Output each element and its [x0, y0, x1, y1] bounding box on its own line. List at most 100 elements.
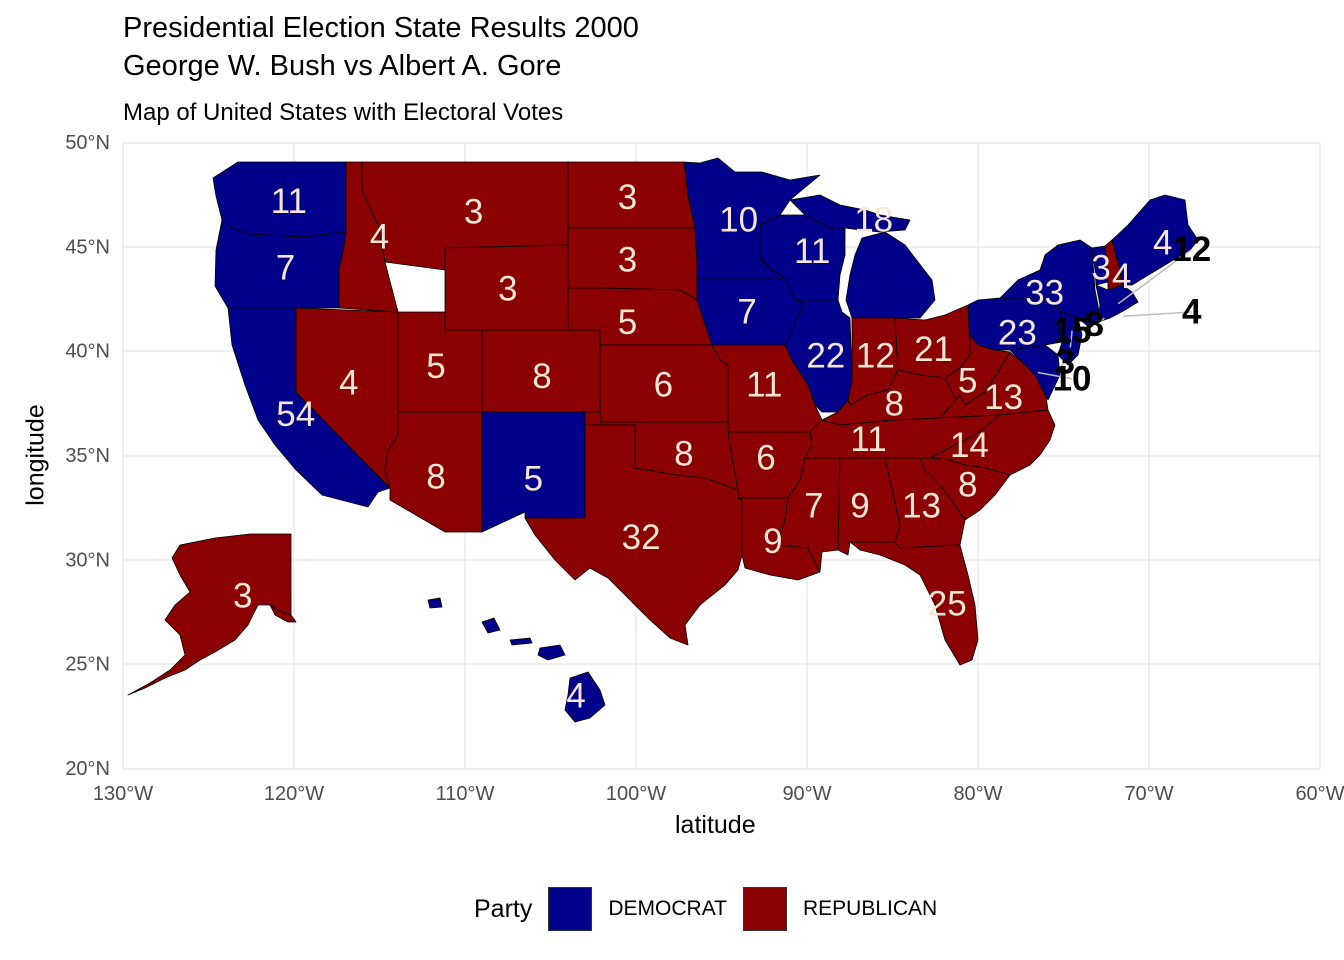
state-michigan-upper	[789, 194, 911, 233]
y-tick-label: 30°N	[65, 549, 110, 571]
callout-vote-label: 4	[1182, 293, 1202, 332]
vote-label: 13	[902, 487, 941, 526]
vote-label: 12	[856, 336, 895, 375]
callout-line	[1054, 361, 1066, 374]
callout-vote-label: 3	[1055, 343, 1074, 382]
states-layer	[127, 157, 1199, 723]
vote-label: 3	[233, 576, 252, 615]
y-axis-title: longitude	[21, 404, 50, 506]
vote-label: 8	[532, 357, 551, 396]
callout-line	[1093, 317, 1105, 326]
vote-label: 6	[654, 366, 673, 405]
vote-label: 8	[674, 434, 693, 473]
x-tick-label: 110°W	[436, 783, 495, 805]
y-tick-label: 35°N	[65, 445, 110, 467]
vote-label: 5	[618, 303, 637, 342]
state-alaska	[127, 533, 292, 696]
callout-line	[1123, 311, 1192, 317]
vote-label: 33	[1025, 274, 1064, 313]
vote-label: 25	[928, 585, 967, 624]
x-tick-label: 130°W	[93, 783, 153, 805]
callout-vote-label: 8	[1085, 305, 1104, 344]
x-tick-label: 90°W	[782, 783, 831, 805]
vote-label: 8	[958, 466, 977, 505]
y-tick-label: 25°N	[65, 654, 110, 676]
chart-title: Presidential Election State Results 2000	[123, 12, 639, 44]
x-tick-label: 60°W	[1295, 783, 1344, 805]
vote-label: 11	[850, 420, 886, 459]
x-tick-label: 70°W	[1124, 783, 1173, 805]
y-tick-label: 45°N	[65, 236, 110, 258]
vote-label: 3	[618, 240, 637, 279]
legend-title: Party	[474, 894, 533, 923]
vote-label: 7	[276, 249, 295, 288]
y-tick-label: 20°N	[65, 758, 110, 780]
vote-label: 11	[794, 232, 830, 271]
chart-title-line2: George W. Bush vs Albert A. Gore	[123, 50, 562, 82]
vote-label: 14	[950, 426, 989, 465]
callout-line	[1069, 330, 1073, 348]
legend-key-democrat	[548, 887, 593, 931]
vote-label: 54	[276, 395, 315, 434]
state-georgia	[884, 457, 966, 549]
state-illinois	[784, 299, 853, 413]
vote-label: 6	[756, 439, 775, 478]
x-tick-label: 120°W	[264, 783, 324, 805]
state-hawaii-kauai	[427, 597, 443, 609]
vote-label: 11	[746, 366, 782, 405]
vote-label: 5	[524, 459, 543, 498]
state-new-jersey	[1057, 311, 1083, 366]
vote-label: 8	[426, 457, 445, 496]
vote-label: 4	[370, 217, 389, 256]
vote-label: 9	[763, 522, 782, 561]
state-michigan-lower	[845, 231, 936, 319]
vote-label: 10	[719, 201, 758, 240]
legend-label-republican: REPUBLICAN	[802, 897, 938, 920]
state-hawaii-big-island	[564, 671, 606, 723]
callout-vote-label: 12	[1172, 230, 1211, 269]
callout-vote-label: 15	[1053, 311, 1092, 350]
legend-label-democrat: DEMOCRAT	[608, 897, 727, 920]
y-tick-label: 50°N	[65, 132, 110, 154]
vote-label: 8	[884, 384, 903, 423]
vote-label: 3	[498, 270, 517, 309]
x-tick-label: 80°W	[953, 783, 1002, 805]
state-hawaii-maui	[537, 644, 566, 661]
x-axis-title: latitude	[675, 811, 756, 839]
state-alaska-panhandle	[269, 604, 297, 623]
state-florida	[849, 541, 979, 666]
vote-label: 4	[1112, 257, 1131, 296]
x-tick-label: 100°W	[606, 783, 666, 805]
vote-label: 4	[1153, 224, 1172, 263]
vote-label: 22	[806, 336, 845, 375]
y-tick-label: 40°N	[65, 341, 110, 363]
callout-line	[1117, 248, 1193, 305]
vote-label: 9	[850, 487, 869, 526]
vote-label: 3	[618, 178, 637, 217]
vote-label: 23	[998, 313, 1037, 352]
legend: Party DEMOCRAT REPUBLICAN	[474, 886, 953, 932]
axis-tick-labels: 130°W 120°W 110°W 100°W 90°W 80°W 70°W 60°W 20°N…	[65, 132, 1344, 805]
vote-label: 13	[984, 378, 1023, 417]
vote-label: 32	[622, 518, 661, 557]
callout-vote-label: 10	[1053, 359, 1092, 398]
vote-label: 3	[1091, 249, 1110, 288]
state-maine	[1111, 194, 1199, 286]
vote-label: 4	[566, 676, 585, 715]
vote-label: 11	[271, 182, 307, 221]
callout-leader-lines	[1037, 248, 1193, 380]
vote-label: 4	[339, 363, 358, 402]
vote-label: 18	[854, 201, 893, 240]
state-hawaii-oahu	[481, 617, 501, 634]
callout-line	[1037, 371, 1073, 380]
state-hawaii-molokai	[509, 637, 533, 646]
vote-label: 5	[958, 361, 977, 400]
state-maryland-delaware	[1009, 344, 1061, 401]
state-vermont	[1091, 245, 1109, 286]
vote-label: 7	[804, 487, 823, 526]
state-texas	[524, 424, 743, 646]
vote-label: 5	[426, 347, 445, 386]
